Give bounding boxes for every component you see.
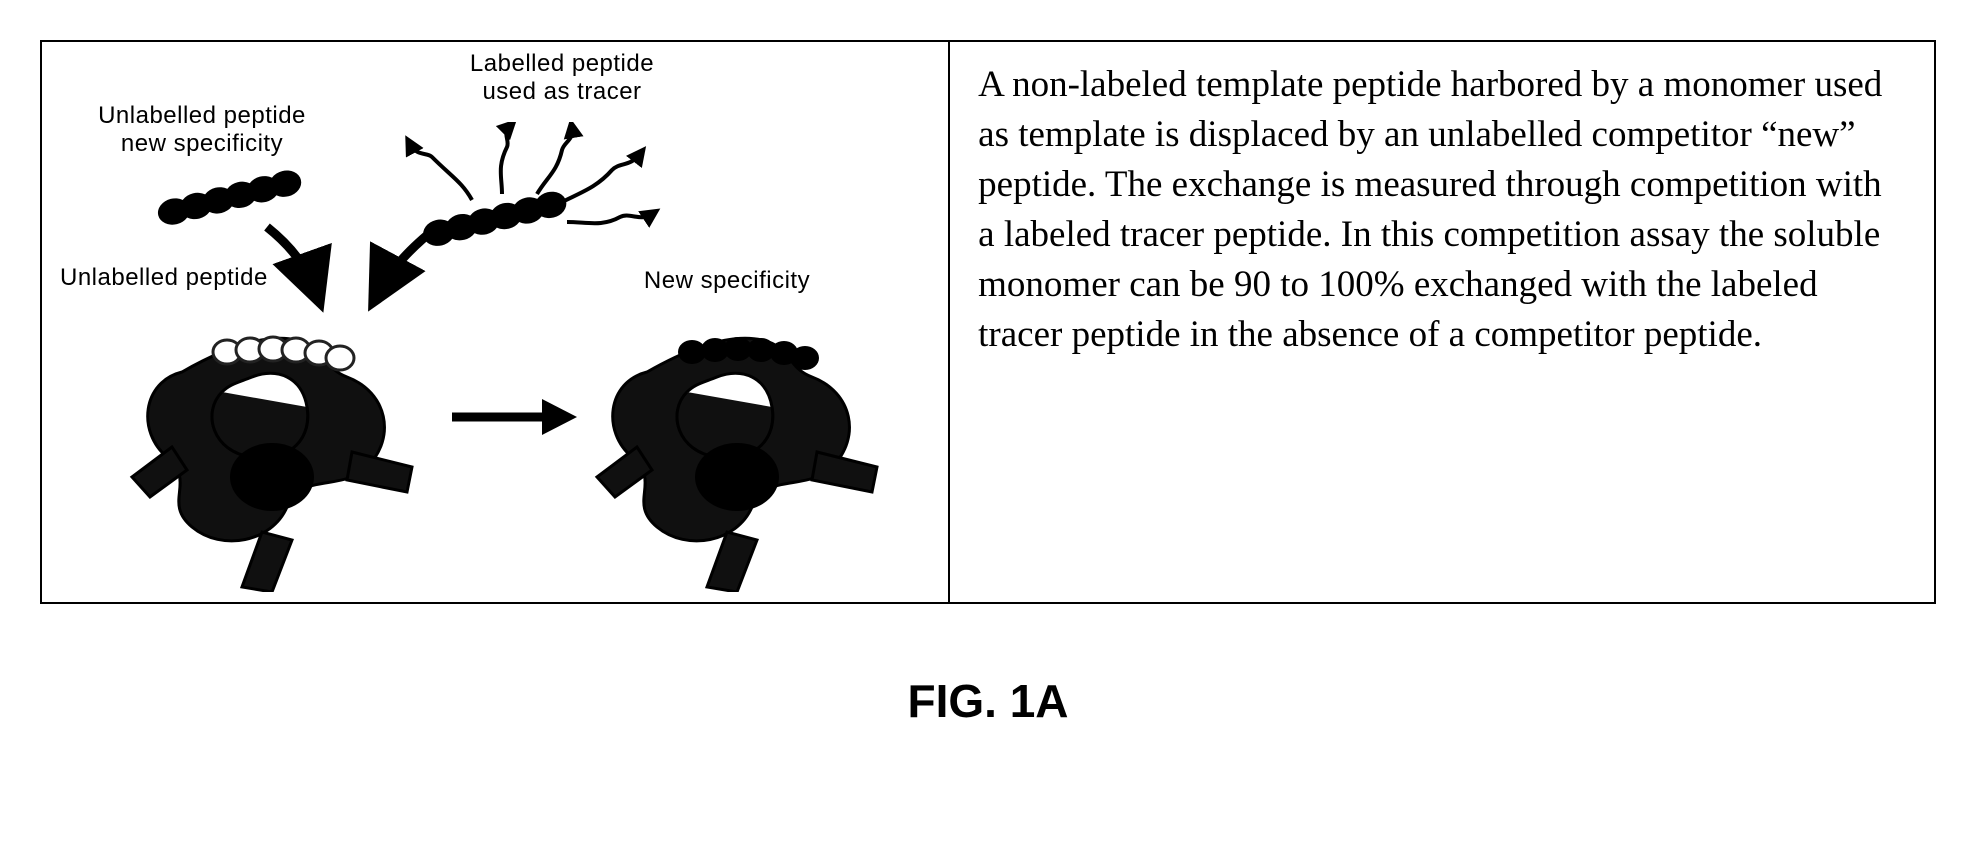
label-labelled-tracer: Labelled peptide used as tracer xyxy=(422,50,702,105)
description-panel: A non-labeled template peptide harbored … xyxy=(950,42,1934,602)
label-text: Labelled peptide xyxy=(470,50,654,77)
figure-container: Labelled peptide used as tracer Unlabell… xyxy=(40,40,1936,728)
label-text: used as tracer xyxy=(482,78,641,105)
mhc-complex-after-icon xyxy=(587,292,897,592)
label-text: New specificity xyxy=(644,267,810,294)
description-text: A non-labeled template peptide harbored … xyxy=(978,64,1882,355)
figure-caption: FIG. 1A xyxy=(40,674,1936,728)
label-text: Unlabelled peptide xyxy=(98,102,306,129)
diagram-panel: Labelled peptide used as tracer Unlabell… xyxy=(42,42,950,602)
label-unlabelled-new: Unlabelled peptide new specificity xyxy=(72,102,332,157)
mhc-complex-before-icon xyxy=(122,292,432,592)
reaction-arrow-icon xyxy=(442,387,582,447)
figure-panel-row: Labelled peptide used as tracer Unlabell… xyxy=(40,40,1936,604)
label-text: new specificity xyxy=(121,130,283,157)
